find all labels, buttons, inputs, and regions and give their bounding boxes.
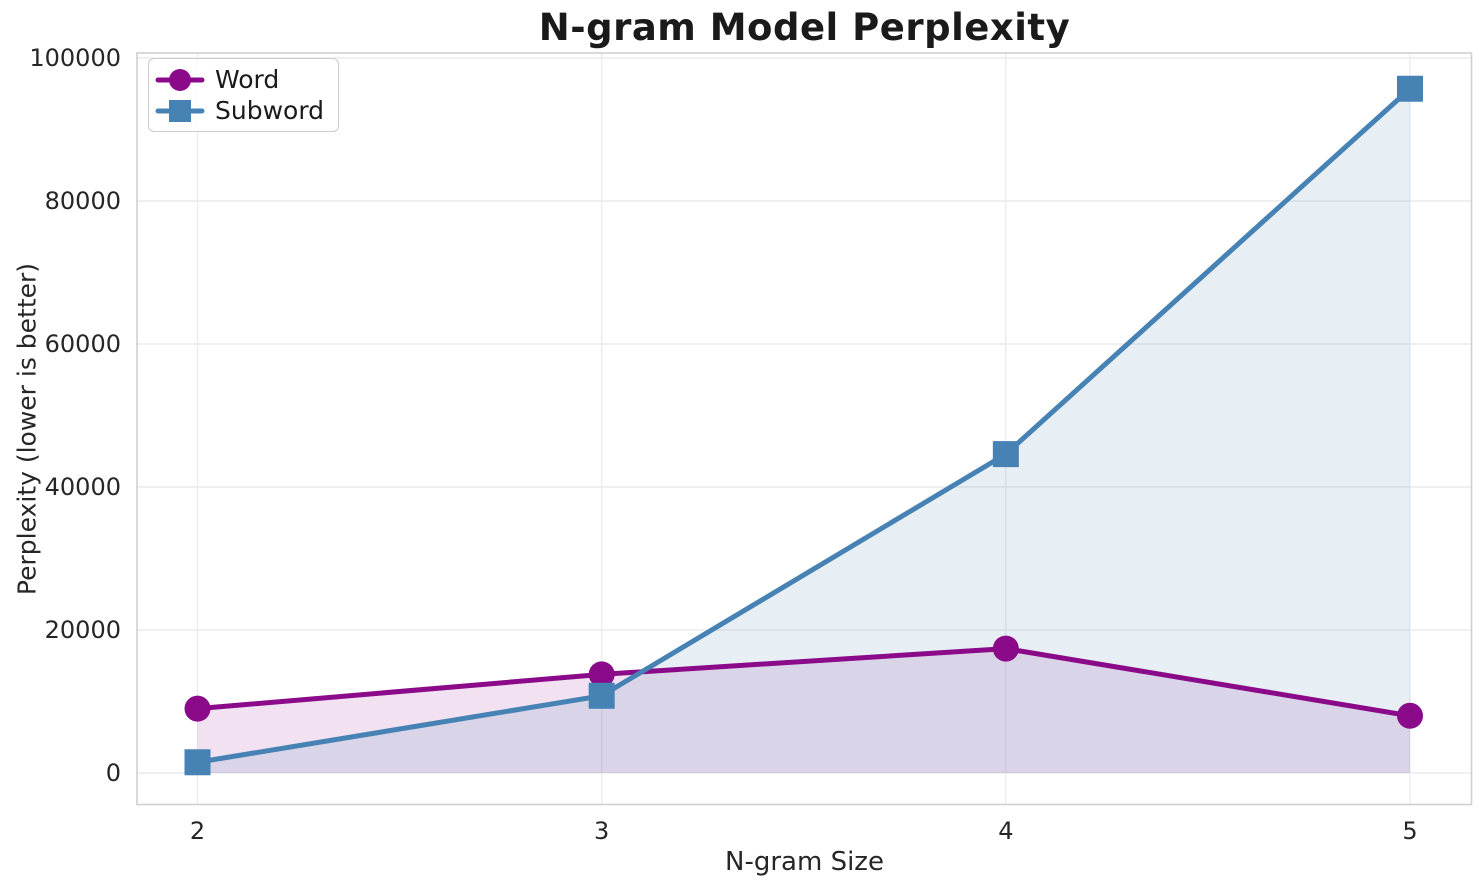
- x-tick-label: 5: [1402, 817, 1418, 845]
- legend-item-subword: Subword: [155, 96, 324, 125]
- axes-spines: [136, 52, 1473, 806]
- y-tick-label: 0: [105, 759, 121, 787]
- legend-item-word: Word: [155, 65, 324, 94]
- series-word-area: [197, 648, 1411, 773]
- y-tick-label: 80000: [44, 187, 121, 215]
- series-word-line: [195, 646, 1413, 719]
- data-point-subword: [1397, 75, 1424, 102]
- data-point-subword: [588, 682, 615, 709]
- legend-label: Subword: [215, 96, 325, 125]
- x-tick-label: 3: [594, 817, 610, 845]
- y-tick-label: 40000: [44, 473, 121, 501]
- y-tick-label: 60000: [44, 330, 121, 358]
- series-subword-markers: [184, 75, 1424, 776]
- grid: [137, 53, 1472, 805]
- x-tick-label: 4: [998, 817, 1014, 845]
- square-marker-icon: [155, 99, 205, 122]
- chart-title: N-gram Model Perplexity: [538, 6, 1071, 49]
- series-subword-area: [197, 88, 1411, 774]
- legend: Word Subword: [148, 58, 340, 132]
- series-subword-line: [195, 86, 1413, 765]
- legend-label: Word: [215, 65, 280, 94]
- data-point-word: [992, 635, 1019, 662]
- x-tick-label: 2: [189, 817, 206, 845]
- data-point-subword: [992, 441, 1019, 468]
- y-tick-label: 20000: [44, 616, 121, 644]
- x-axis-label: N-gram Size: [725, 847, 884, 877]
- y-axis-label: Perplexity (lower is better): [12, 262, 42, 596]
- circle-marker-icon: [155, 68, 205, 91]
- data-point-word: [588, 661, 615, 688]
- data-point-word: [1397, 702, 1424, 729]
- y-tick-label: 100000: [29, 44, 121, 72]
- data-point-subword: [184, 749, 211, 776]
- series-word-markers: [184, 635, 1424, 729]
- data-point-word: [184, 695, 211, 722]
